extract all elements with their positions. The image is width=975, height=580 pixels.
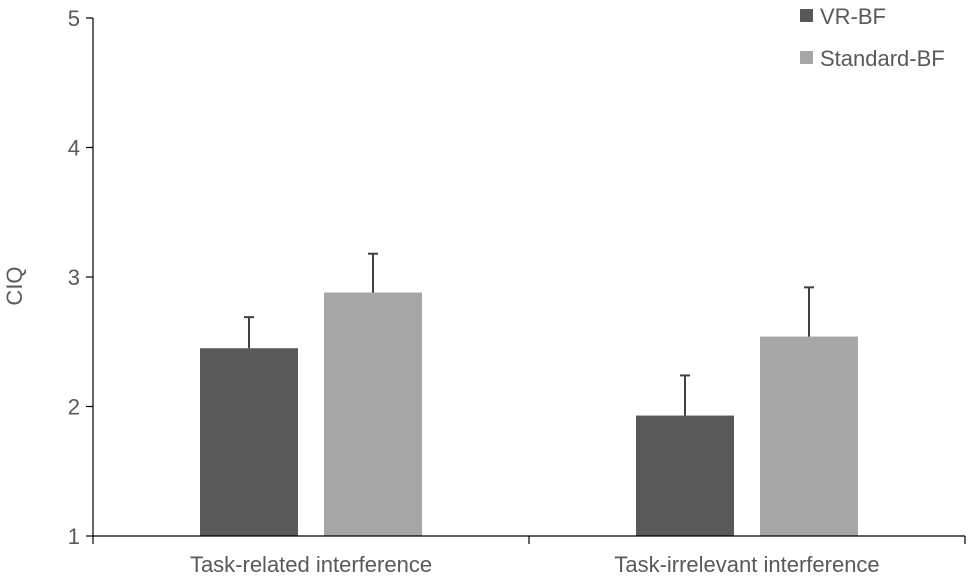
y-axis-label: CIQ bbox=[2, 266, 27, 305]
bar-vr-bf-task-related-interference bbox=[200, 348, 298, 536]
legend: VR-BF Standard-BF bbox=[800, 4, 945, 71]
bar-standard-bf-task-related-interference bbox=[324, 292, 422, 536]
x-category-label-task-related-interference: Task-related interference bbox=[190, 552, 432, 577]
bar-standard-bf-task-irrelevant-interference bbox=[760, 336, 858, 536]
y-tick-label-1: 1 bbox=[68, 524, 80, 549]
legend-label-vr-bf: VR-BF bbox=[820, 4, 886, 29]
y-tick-label-3: 3 bbox=[68, 265, 80, 290]
legend-swatch-vr-bf bbox=[800, 9, 813, 22]
legend-swatch-standard-bf bbox=[800, 51, 813, 64]
y-tick-label-2: 2 bbox=[68, 395, 80, 420]
plot-area bbox=[200, 252, 858, 536]
y-tick-label-5: 5 bbox=[68, 6, 80, 31]
bar-vr-bf-task-irrelevant-interference bbox=[636, 415, 734, 536]
legend-label-standard-bf: Standard-BF bbox=[820, 46, 945, 71]
y-tick-label-4: 4 bbox=[68, 136, 80, 161]
x-category-label-task-irrelevant-interference: Task-irrelevant interference bbox=[614, 552, 879, 577]
ticks: 1 2 3 4 5 Task-related interference Task-irrel… bbox=[68, 6, 966, 577]
